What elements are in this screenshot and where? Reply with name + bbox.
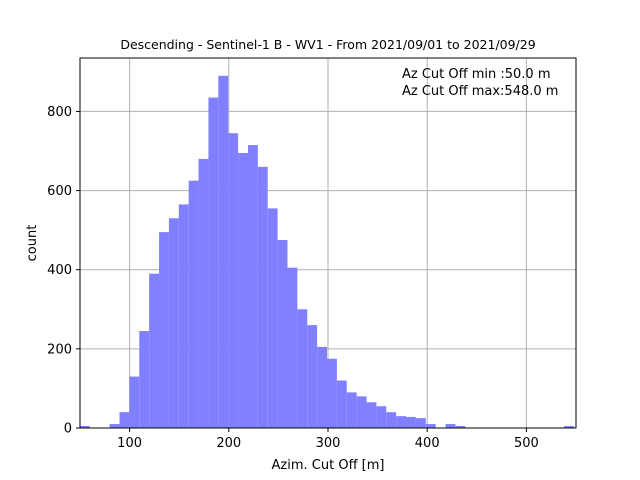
histogram-bar — [297, 309, 308, 428]
histogram-bar — [455, 426, 466, 428]
histogram-bar — [109, 424, 120, 428]
histogram-bar — [129, 376, 140, 428]
y-axis-ticks: 0 200 400 600 800 — [47, 105, 80, 437]
histogram-bar — [168, 218, 179, 428]
histogram-bar — [208, 97, 219, 428]
annotation-max: Az Cut Off max:548.0 m — [402, 84, 558, 99]
histogram-bar — [317, 346, 328, 428]
histogram-bar — [80, 426, 90, 428]
x-tick-label: 400 — [415, 436, 440, 451]
histogram-bar — [238, 152, 248, 428]
chart-title: Descending - Sentinel-1 B - WV1 - From 2… — [120, 37, 535, 52]
histogram-bar — [257, 166, 268, 428]
histogram-bar — [149, 273, 160, 428]
histogram-bar — [376, 406, 387, 428]
histogram-bar — [366, 402, 377, 428]
histogram-bar — [178, 204, 189, 428]
y-tick-label: 400 — [47, 263, 72, 278]
y-tick-label: 800 — [47, 105, 72, 120]
histogram-bar — [445, 424, 456, 428]
x-tick-label: 500 — [514, 436, 539, 451]
histogram-bar — [386, 412, 397, 428]
x-tick-label: 300 — [316, 436, 341, 451]
x-axis-ticks: 100 200 300 400 500 — [117, 428, 539, 451]
histogram-bars — [80, 75, 575, 428]
histogram-bar — [218, 75, 229, 428]
histogram-bar — [188, 180, 199, 428]
histogram-bar — [198, 158, 209, 428]
histogram-bar — [228, 133, 239, 428]
histogram-bar — [356, 396, 367, 428]
y-axis-label: count — [25, 225, 40, 262]
histogram-bar — [307, 325, 318, 428]
y-tick-label: 200 — [47, 342, 72, 357]
histogram-bar — [267, 208, 278, 428]
annotation-min: Az Cut Off min :50.0 m — [402, 67, 550, 82]
histogram-bar — [406, 416, 416, 428]
histogram-bar — [564, 426, 575, 428]
x-axis-label: Azim. Cut Off [m] — [272, 458, 385, 473]
histogram-bar — [415, 418, 426, 428]
histogram-bar — [119, 412, 130, 428]
histogram-bar — [336, 380, 347, 428]
histogram-bar — [277, 240, 288, 428]
x-tick-label: 100 — [117, 436, 142, 451]
histogram-bar — [247, 145, 258, 428]
histogram-bar — [396, 416, 407, 428]
histogram-bar — [327, 358, 337, 428]
histogram-bar — [346, 392, 357, 428]
x-tick-label: 200 — [216, 436, 241, 451]
y-tick-label: 0 — [64, 422, 72, 437]
y-tick-label: 600 — [47, 184, 72, 199]
histogram-bar — [425, 424, 436, 428]
histogram-bar — [287, 267, 298, 428]
histogram-bar — [139, 331, 150, 428]
histogram-bar — [159, 232, 169, 428]
